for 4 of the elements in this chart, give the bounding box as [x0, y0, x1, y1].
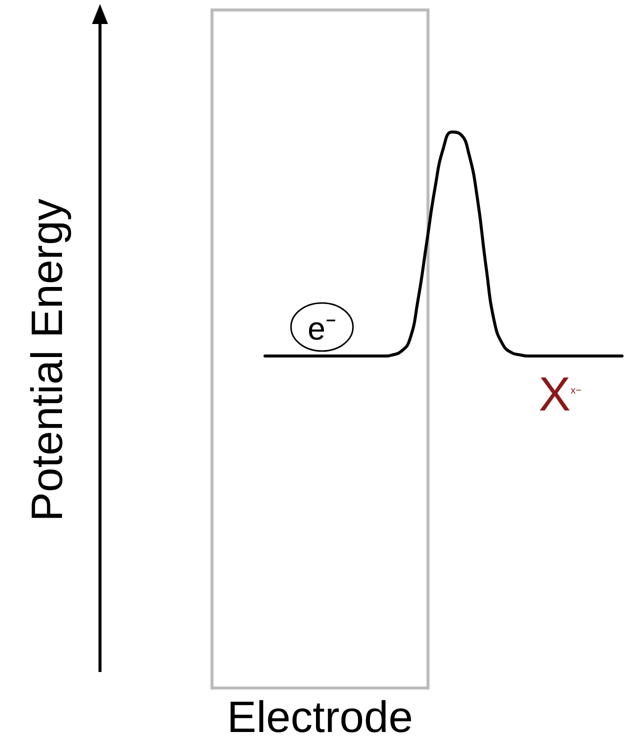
- annotation: e⁻: [308, 310, 336, 348]
- text: X$^{x−}$: [538, 368, 582, 422]
- text: Electrode: [227, 693, 413, 743]
- y-axis-title: Potential Energy: [23, 198, 73, 522]
